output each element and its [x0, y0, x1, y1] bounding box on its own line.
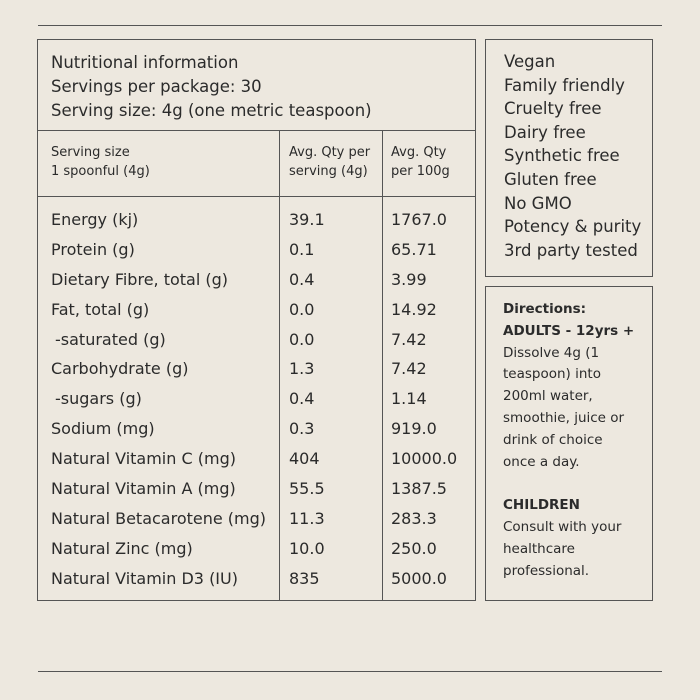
table-row: -saturated (g) 0.0 7.42	[38, 325, 475, 355]
adults-heading: ADULTS - 12yrs +	[503, 322, 635, 339]
per-serving-value: 404	[289, 449, 320, 469]
serving-size: Serving size: 4g (one metric teaspoon)	[51, 101, 372, 120]
nutrient-name: Carbohydrate (g)	[51, 359, 189, 379]
per-serving-value: 10.0	[289, 538, 325, 558]
children-instruction-line: professional.	[503, 562, 590, 579]
claims-list: Vegan Family friendly Cruelty free Dairy…	[486, 40, 652, 262]
per-100g-value: 1.14	[391, 389, 427, 409]
adults-instruction-line: smoothie, juice or	[503, 409, 625, 426]
claim-item: Cruelty free	[504, 99, 602, 119]
nutrient-name: Protein (g)	[51, 239, 135, 259]
per-serving-value: 0.0	[289, 299, 315, 319]
adults-instruction-line: once a day.	[503, 453, 580, 470]
table-row: -sugars (g) 0.4 1.14	[38, 384, 475, 414]
table-row: Natural Vitamin C (mg) 404 10000.0	[38, 444, 475, 474]
children-instruction-line: healthcare	[503, 540, 575, 557]
per-100g-value: 7.42	[391, 359, 427, 379]
nutrient-name: Natural Vitamin A (mg)	[51, 479, 236, 499]
per-100g-value: 14.92	[391, 299, 437, 319]
top-divider	[38, 25, 662, 26]
table-row: Natural Vitamin A (mg) 55.5 1387.5	[38, 474, 475, 504]
per-serving-value: 0.4	[289, 269, 315, 289]
nutrition-title: Nutritional information	[51, 53, 239, 72]
adults-instruction-line: drink of choice	[503, 431, 603, 448]
per-serving-value: 55.5	[289, 479, 325, 499]
per-serving-value: 0.3	[289, 419, 315, 439]
table-row: Carbohydrate (g) 1.3 7.42	[38, 354, 475, 384]
per-serving-value: 39.1	[289, 210, 325, 229]
per-serving-value: 0.4	[289, 389, 315, 409]
table-row: Protein (g) 0.1 65.71	[38, 235, 475, 265]
claim-item: Family friendly	[504, 75, 625, 95]
nutrition-panel: Nutritional information Servings per pac…	[37, 39, 476, 601]
claim-item: Vegan	[504, 52, 556, 71]
nutrient-rows: Energy (kj) 39.1 1767.0 Protein (g) 0.1 …	[38, 205, 475, 594]
directions-panel: Directions: ADULTS - 12yrs + Dissolve 4g…	[485, 286, 653, 601]
per-100g-value: 250.0	[391, 538, 437, 558]
claim-item: Synthetic free	[504, 146, 620, 166]
table-row: Energy (kj) 39.1 1767.0	[38, 205, 475, 235]
nutrient-name: Natural Zinc (mg)	[51, 538, 193, 558]
adults-instruction-line: Dissolve 4g (1	[503, 344, 600, 361]
table-row: Dietary Fibre, total (g) 0.4 3.99	[38, 265, 475, 295]
table-row: Natural Vitamin D3 (IU) 835 5000.0	[38, 564, 475, 594]
table-row: Fat, total (g) 0.0 14.92	[38, 295, 475, 325]
column-header-per-serving: Avg. Qty per serving (4g)	[289, 145, 371, 179]
nutrient-name: Sodium (mg)	[51, 419, 155, 439]
column-divider-2	[382, 131, 383, 600]
per-serving-value: 1.3	[289, 359, 315, 379]
per-100g-value: 1387.5	[391, 479, 447, 499]
nutrient-name: -sugars (g)	[55, 389, 142, 409]
table-row: Natural Betacarotene (mg) 11.3 283.3	[38, 504, 475, 534]
per-100g-value: 1767.0	[391, 210, 447, 229]
directions-heading: Directions:	[503, 301, 587, 317]
nutrient-name: -saturated (g)	[55, 329, 166, 349]
nutrient-name: Fat, total (g)	[51, 299, 150, 319]
nutrient-name: Natural Vitamin C (mg)	[51, 449, 236, 469]
adults-instruction-line: 200ml water,	[503, 388, 593, 405]
per-100g-value: 3.99	[391, 269, 427, 289]
per-serving-value: 0.0	[289, 329, 315, 349]
per-100g-value: 65.71	[391, 239, 437, 259]
claim-item: 3rd party tested	[504, 240, 638, 260]
per-serving-value: 11.3	[289, 508, 325, 528]
servings-per-package: Servings per package: 30	[51, 77, 262, 96]
directions-body: Directions: ADULTS - 12yrs + Dissolve 4g…	[486, 287, 652, 582]
per-100g-value: 919.0	[391, 419, 437, 439]
per-100g-value: 5000.0	[391, 568, 447, 588]
column-header-serving-size: Serving size 1 spoonful (4g)	[51, 145, 150, 179]
children-instruction-line: Consult with your	[503, 518, 622, 535]
per-serving-value: 0.1	[289, 239, 315, 259]
column-header-row: Serving size 1 spoonful (4g) Avg. Qty pe…	[38, 131, 475, 197]
claims-panel: Vegan Family friendly Cruelty free Dairy…	[485, 39, 653, 277]
claim-item: No GMO	[504, 193, 572, 213]
column-header-per-100g: Avg. Qty per 100g	[391, 145, 450, 179]
nutrient-name: Dietary Fibre, total (g)	[51, 269, 229, 289]
table-row: Sodium (mg) 0.3 919.0	[38, 414, 475, 444]
per-serving-value: 835	[289, 568, 320, 588]
claim-item: Dairy free	[504, 122, 586, 142]
table-row: Natural Zinc (mg) 10.0 250.0	[38, 534, 475, 564]
nutrition-header: Nutritional information Servings per pac…	[38, 40, 475, 131]
bottom-divider	[38, 671, 662, 672]
children-heading: CHILDREN	[503, 497, 580, 514]
claim-item: Gluten free	[504, 169, 597, 189]
per-100g-value: 10000.0	[391, 449, 458, 469]
per-100g-value: 283.3	[391, 508, 437, 528]
spacer	[503, 473, 652, 495]
per-100g-value: 7.42	[391, 329, 427, 349]
column-divider-1	[279, 131, 280, 600]
claim-item: Potency & purity	[504, 217, 642, 237]
nutrient-name: Natural Vitamin D3 (IU)	[51, 568, 238, 588]
nutrient-name: Energy (kj)	[51, 210, 139, 229]
adults-instruction-line: teaspoon) into	[503, 366, 601, 383]
nutrient-name: Natural Betacarotene (mg)	[51, 508, 267, 528]
